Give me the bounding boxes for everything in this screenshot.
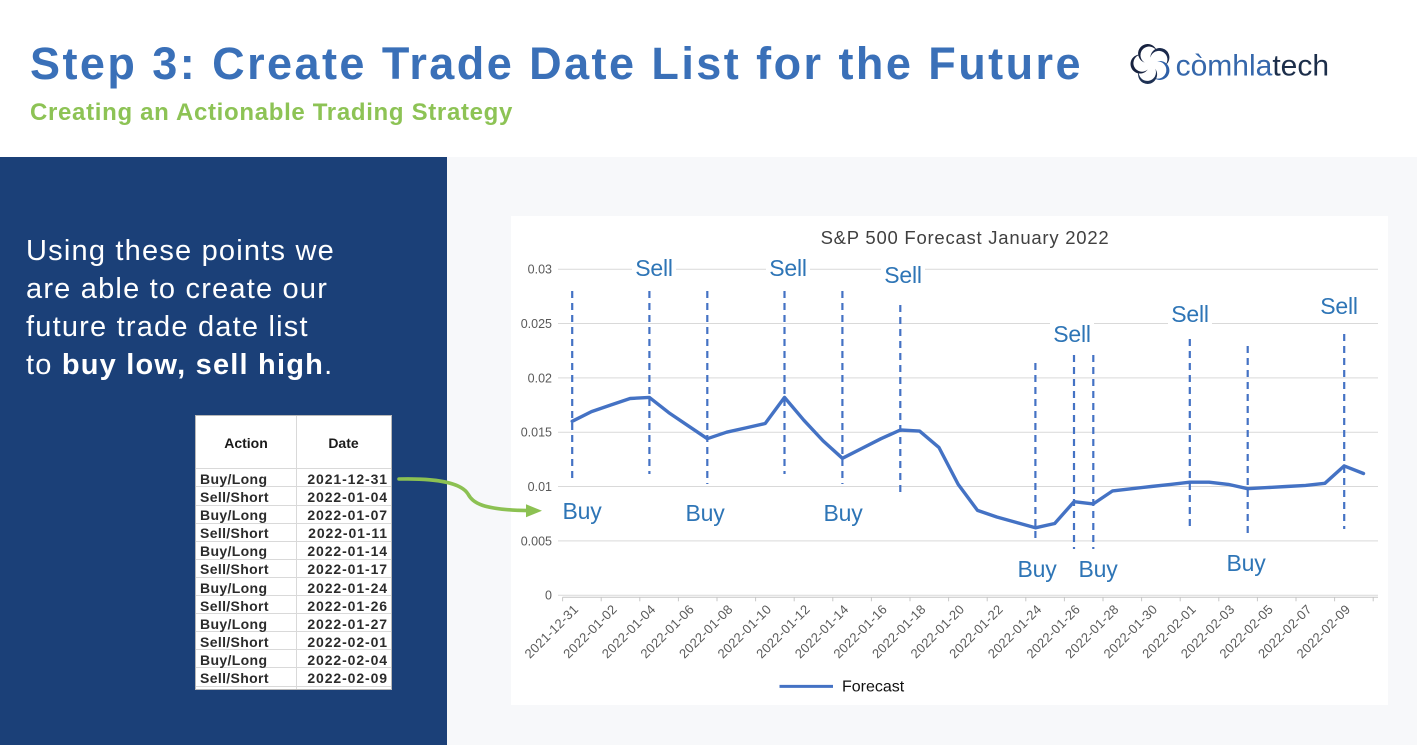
svg-text:Sell: Sell (1171, 301, 1209, 327)
svg-text:0.015: 0.015 (521, 426, 552, 440)
svg-text:0: 0 (545, 589, 552, 603)
svg-text:0.01: 0.01 (528, 480, 552, 494)
svg-text:Buy: Buy (685, 500, 725, 526)
svg-text:Sell: Sell (769, 255, 807, 281)
svg-text:Buy: Buy (1078, 556, 1118, 582)
svg-text:0.03: 0.03 (528, 263, 552, 277)
svg-text:0.02: 0.02 (528, 371, 552, 385)
svg-text:Sell: Sell (1320, 293, 1358, 319)
svg-text:Forecast: Forecast (842, 679, 905, 696)
svg-text:Buy: Buy (1017, 556, 1057, 582)
svg-text:Buy: Buy (823, 500, 863, 526)
svg-text:0.005: 0.005 (521, 534, 552, 548)
svg-text:Sell: Sell (635, 255, 673, 281)
svg-text:S&P 500 Forecast January 2022: S&P 500 Forecast January 2022 (821, 227, 1110, 248)
svg-text:Buy: Buy (1226, 550, 1266, 576)
svg-text:Sell: Sell (1053, 321, 1091, 347)
svg-text:0.025: 0.025 (521, 317, 552, 331)
svg-text:Buy: Buy (562, 498, 602, 524)
svg-text:còmhlatech: còmhlatech (1176, 50, 1329, 83)
svg-text:Sell: Sell (884, 262, 922, 288)
